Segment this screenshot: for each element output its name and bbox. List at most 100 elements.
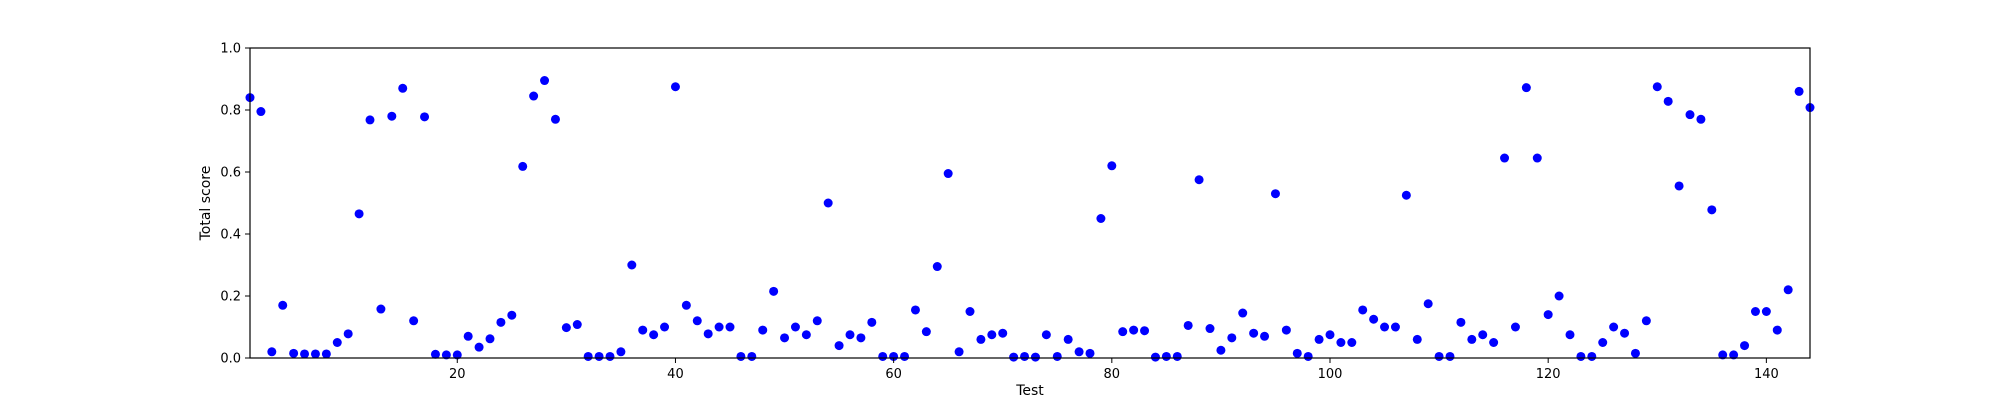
- y-tick-label: 0.2: [220, 290, 241, 305]
- data-point-86: [1172, 351, 1182, 361]
- data-point-124: [1587, 351, 1597, 361]
- data-point-87: [1183, 320, 1193, 330]
- data-point-135: [1707, 205, 1717, 215]
- data-point-78: [1085, 348, 1095, 358]
- data-point-3: [267, 347, 277, 357]
- data-point-77: [1074, 347, 1084, 357]
- data-point-99: [1314, 334, 1324, 344]
- data-point-41: [681, 300, 691, 310]
- data-point-143: [1794, 86, 1804, 96]
- data-point-73: [1030, 352, 1040, 362]
- data-point-139: [1750, 307, 1760, 316]
- data-point-54: [823, 198, 833, 208]
- data-point-129: [1641, 316, 1651, 326]
- data-point-10: [343, 329, 353, 339]
- data-point-68: [976, 334, 986, 344]
- data-point-43: [703, 329, 713, 339]
- data-point-96: [1281, 325, 1291, 335]
- data-point-121: [1554, 291, 1564, 301]
- data-point-106: [1390, 322, 1400, 332]
- data-point-90: [1216, 345, 1226, 355]
- data-point-95: [1270, 189, 1280, 199]
- data-point-18: [430, 349, 440, 359]
- data-point-85: [1161, 351, 1171, 361]
- data-point-12: [365, 115, 375, 125]
- data-point-49: [769, 286, 779, 296]
- data-point-5: [289, 348, 299, 358]
- data-point-104: [1369, 314, 1379, 324]
- data-point-89: [1205, 324, 1215, 334]
- data-point-94: [1260, 331, 1270, 341]
- data-point-66: [954, 347, 964, 357]
- data-point-27: [529, 91, 539, 101]
- data-point-126: [1609, 322, 1619, 332]
- data-point-64: [932, 262, 942, 272]
- data-point-100: [1325, 330, 1335, 340]
- data-point-103: [1358, 305, 1368, 315]
- data-point-13: [376, 304, 386, 314]
- x-axis-ticks: 20 40 60 80 100 120 140: [449, 358, 1779, 382]
- data-point-45: [725, 322, 735, 332]
- data-point-107: [1401, 190, 1411, 200]
- data-point-58: [867, 317, 877, 327]
- data-point-82: [1129, 325, 1139, 335]
- data-point-22: [474, 342, 484, 352]
- y-axis-ticks: 0.0 0.2 0.4 0.6 0.8 1.0: [220, 42, 250, 367]
- data-point-134: [1696, 114, 1706, 124]
- data-point-9: [332, 338, 342, 347]
- data-point-142: [1783, 285, 1793, 295]
- data-point-122: [1565, 330, 1575, 340]
- data-point-65: [943, 169, 953, 179]
- data-point-21: [463, 331, 473, 341]
- data-point-15: [398, 83, 408, 93]
- x-tick-label: 20: [449, 367, 466, 382]
- data-point-2: [256, 107, 266, 117]
- data-point-16: [409, 316, 419, 326]
- data-point-39: [660, 322, 670, 332]
- data-point-50: [780, 333, 790, 343]
- data-point-108: [1412, 334, 1422, 344]
- data-point-37: [638, 325, 648, 335]
- x-tick-label: 100: [1318, 367, 1343, 382]
- data-point-6: [300, 349, 310, 359]
- data-point-111: [1445, 351, 1455, 361]
- data-point-33: [594, 351, 604, 361]
- data-point-115: [1489, 338, 1499, 347]
- data-point-132: [1674, 181, 1684, 191]
- data-point-128: [1630, 348, 1640, 358]
- data-point-30: [561, 323, 571, 333]
- data-point-29: [550, 114, 560, 124]
- y-axis-label: Total score: [198, 166, 214, 242]
- data-point-31: [572, 320, 582, 330]
- data-point-130: [1652, 82, 1662, 92]
- data-point-42: [692, 316, 702, 326]
- data-point-116: [1500, 153, 1510, 163]
- data-point-17: [420, 112, 430, 122]
- data-point-127: [1620, 328, 1630, 338]
- data-point-56: [845, 330, 855, 340]
- data-point-60: [889, 351, 899, 361]
- plot-area-frame: [249, 47, 1811, 359]
- data-point-71: [1009, 352, 1019, 362]
- data-point-69: [987, 330, 997, 340]
- data-point-61: [900, 351, 910, 361]
- data-point-11: [354, 209, 364, 219]
- x-tick-label: 80: [1104, 367, 1121, 382]
- data-point-80: [1107, 161, 1117, 171]
- data-point-23: [485, 334, 495, 344]
- data-point-62: [910, 305, 920, 315]
- data-point-91: [1227, 333, 1237, 343]
- data-point-46: [736, 351, 746, 361]
- data-point-52: [801, 330, 811, 340]
- data-point-72: [1020, 351, 1030, 361]
- data-point-53: [812, 316, 822, 326]
- data-point-137: [1729, 350, 1739, 360]
- data-point-92: [1238, 308, 1248, 318]
- data-point-133: [1685, 110, 1695, 120]
- x-tick-label: 60: [885, 367, 902, 382]
- data-point-109: [1423, 299, 1433, 309]
- data-point-40: [670, 82, 680, 92]
- data-point-114: [1478, 330, 1488, 340]
- data-point-123: [1576, 351, 1586, 361]
- data-point-74: [1041, 330, 1051, 340]
